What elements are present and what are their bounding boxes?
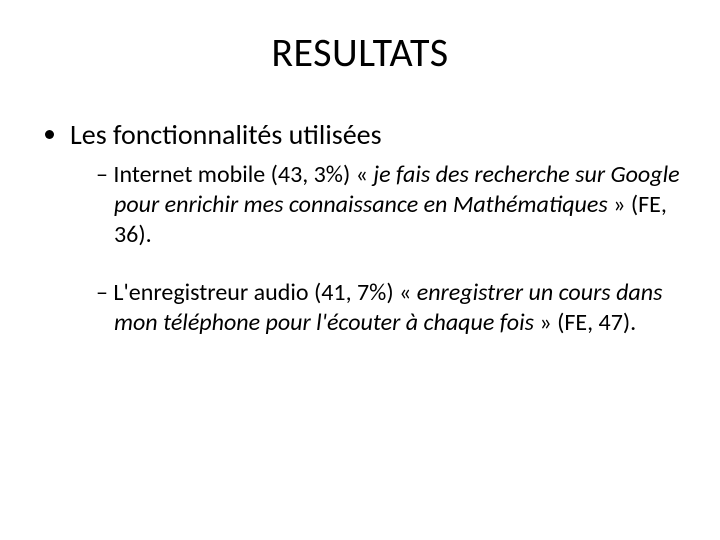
slide-title: RESULTATS [40,28,680,77]
slide: RESULTATS Les fonctionnalités utilisées … [0,0,720,540]
sub-a-pre: Internet mobile (43, 3%) « [113,160,373,189]
sub-bullet-b: L'enregistreur audio (41, 7%) « enregist… [96,278,680,338]
sub-bullet-a: Internet mobile (43, 3%) « je fais des r… [96,160,680,250]
sub-b-post: » (FE, 47). [534,308,636,337]
bullet-level1-text: Les fonctionnalités utilisées [70,117,382,152]
sub-bullet-list: Internet mobile (43, 3%) « je fais des r… [70,160,680,338]
bullet-list: Les fonctionnalités utilisées Internet m… [40,117,680,338]
sub-b-pre: L'enregistreur audio (41, 7%) « [113,278,416,307]
bullet-level1: Les fonctionnalités utilisées Internet m… [70,117,680,338]
